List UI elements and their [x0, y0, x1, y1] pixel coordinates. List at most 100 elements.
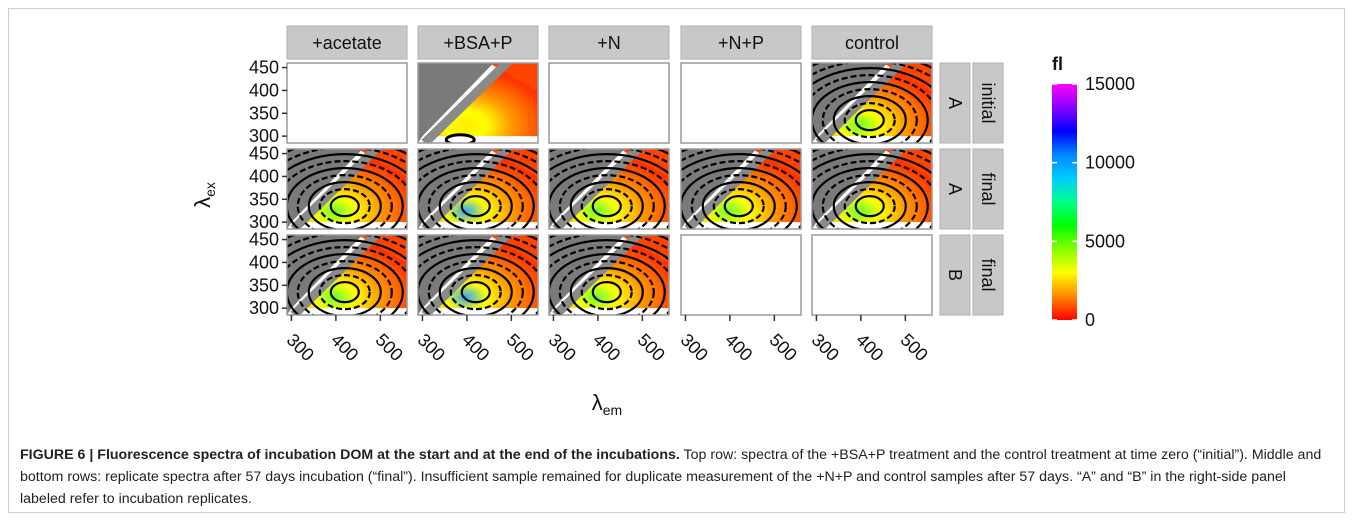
contour-line	[854, 109, 885, 132]
contour-line	[418, 246, 538, 315]
facet-panel	[286, 62, 408, 144]
contour-line	[307, 181, 382, 229]
contour-line	[558, 174, 655, 229]
facet-panel	[680, 62, 802, 144]
contour-line	[318, 188, 371, 225]
contour-line	[549, 153, 669, 175]
y-axis-title: λex	[190, 182, 218, 208]
column-strip-label: control	[845, 33, 899, 53]
y-tick-label: 400	[249, 80, 279, 100]
facet-panel	[680, 234, 802, 316]
contour-line	[449, 274, 502, 311]
masked-region	[812, 149, 888, 229]
facet-panel	[811, 234, 933, 316]
x-tick-label: 400	[327, 330, 362, 365]
y-axis-title-sub: ex	[202, 182, 218, 197]
rayleigh-scatter-band	[421, 149, 514, 229]
contour-line	[329, 281, 360, 304]
row-strip-time-label: initial	[978, 82, 998, 123]
legend-colorbar	[1052, 84, 1077, 320]
contour-line	[418, 153, 538, 175]
contour-line	[832, 95, 907, 143]
contour-line	[287, 239, 407, 261]
row-strip-time	[972, 148, 1004, 230]
contour-line	[549, 253, 666, 315]
contour-line	[307, 267, 382, 315]
facet-panel	[286, 148, 408, 230]
x-tick-label: 300	[414, 330, 449, 365]
contour-line	[287, 167, 404, 229]
contour-line	[558, 260, 655, 315]
contour-line	[549, 160, 669, 229]
x-tick-label: 300	[545, 330, 580, 365]
contour-line	[580, 188, 633, 225]
row-strip-time-label: final	[978, 172, 998, 205]
facet-panel	[811, 148, 933, 230]
contour-line	[821, 174, 918, 229]
contour-line	[438, 181, 513, 229]
caption-text: Top row: spectra of the +BSA+P treatment…	[20, 447, 1322, 507]
facet-panel	[680, 148, 802, 230]
masked-region	[418, 149, 494, 229]
facet-panel	[548, 62, 670, 144]
panel-border	[811, 148, 933, 230]
y-tick-label: 300	[249, 298, 279, 318]
row-strip-replicate	[939, 234, 971, 316]
contour-line	[329, 195, 360, 218]
row-strip-replicate	[939, 148, 971, 230]
panel-background	[549, 63, 669, 143]
contour-line	[812, 67, 932, 89]
x-tick-label: 400	[852, 330, 887, 365]
rayleigh-scatter-band	[290, 149, 383, 229]
masked-region	[681, 149, 757, 229]
contour-line	[681, 160, 801, 229]
x-tick-label: 400	[721, 330, 756, 365]
panel-border	[548, 148, 670, 230]
contour-line	[287, 253, 404, 315]
masked-region	[418, 63, 494, 143]
y-tick-label: 350	[249, 103, 279, 123]
contour-line	[832, 181, 907, 229]
rayleigh-scatter-band	[290, 235, 383, 315]
panel-background	[681, 235, 801, 315]
contour-line	[296, 260, 393, 315]
row-strip-replicate	[939, 62, 971, 144]
rayleigh-scatter-band	[552, 149, 645, 229]
figure-caption: FIGURE 6 | Fluorescence spectra of incub…	[20, 444, 1335, 510]
rayleigh-scatter-band	[815, 63, 908, 143]
contour-line	[418, 239, 538, 261]
contour-line	[681, 153, 801, 175]
contour-line	[712, 188, 765, 225]
x-tick-label: 300	[283, 330, 318, 365]
contour-line	[427, 260, 524, 315]
y-tick-label: 450	[249, 144, 279, 164]
y-tick-label: 450	[249, 230, 279, 250]
contour-line	[812, 153, 932, 175]
panel-border	[548, 62, 670, 144]
panel-border	[286, 148, 408, 230]
x-tick-label: 500	[897, 330, 932, 365]
contour-line	[591, 195, 622, 218]
contour-line	[843, 102, 896, 139]
rayleigh-scatter-band	[684, 149, 777, 229]
panel-border	[680, 234, 802, 316]
x-tick-label: 500	[372, 330, 407, 365]
contour-line	[438, 267, 513, 315]
contour-line	[591, 281, 622, 304]
y-tick-label: 400	[249, 166, 279, 186]
facet-panel	[417, 234, 539, 316]
masked-region	[812, 63, 888, 143]
contour-line	[549, 239, 669, 261]
masked-region	[549, 149, 625, 229]
column-strip	[417, 25, 539, 60]
masked-region	[287, 235, 363, 315]
panel-border	[548, 234, 670, 316]
contour-line	[449, 188, 502, 225]
masked-region	[287, 149, 363, 229]
contour-line	[690, 174, 787, 229]
contour-line	[287, 246, 407, 315]
x-tick-label: 400	[589, 330, 624, 365]
row-strip-replicate-label: A	[945, 183, 965, 195]
row-strip-replicate-label: B	[945, 269, 965, 281]
x-tick-label: 300	[677, 330, 712, 365]
